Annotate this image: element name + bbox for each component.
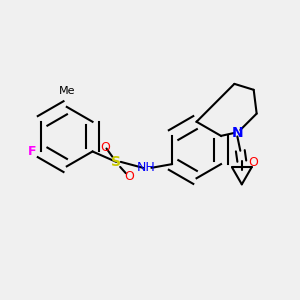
- Text: F: F: [28, 145, 36, 158]
- Text: O: O: [249, 156, 259, 169]
- Text: NH: NH: [136, 161, 155, 174]
- Text: N: N: [232, 126, 243, 140]
- Text: Me: Me: [58, 86, 75, 97]
- Text: O: O: [100, 140, 110, 154]
- Text: O: O: [124, 170, 134, 183]
- Text: S: S: [111, 155, 121, 169]
